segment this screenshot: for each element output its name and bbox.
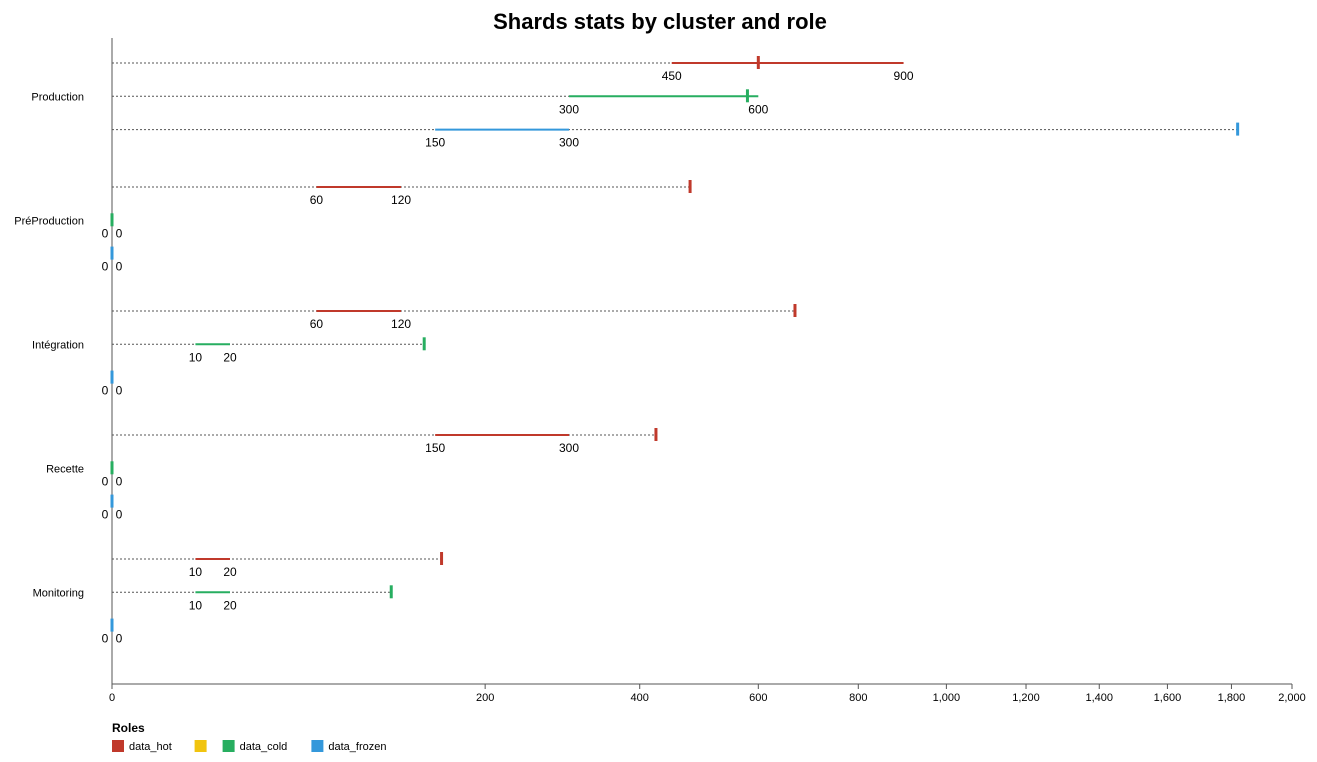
x-tick-label: 1,000 <box>933 692 961 704</box>
bullet-range-end-label: 20 <box>223 350 237 364</box>
x-tick-label: 800 <box>849 692 867 704</box>
bullet-value-marker <box>793 304 797 317</box>
bullet-value-marker <box>688 180 692 193</box>
x-tick-label: 200 <box>476 692 494 704</box>
x-tick-label: 1,400 <box>1085 692 1113 704</box>
bullet-value-marker <box>110 618 114 632</box>
legend-label: data_frozen <box>328 741 386 753</box>
bullet-range-end-label: 900 <box>894 69 914 83</box>
bullet-range-start-label: 150 <box>425 441 445 455</box>
legend-label: data_hot <box>129 741 172 753</box>
bullet-range-end-label: 300 <box>559 441 579 455</box>
legend-swatch <box>311 740 324 752</box>
bullet-value-marker <box>110 494 114 508</box>
bullet-range-start-label: 10 <box>189 598 203 612</box>
legend-swatch <box>112 740 124 752</box>
cluster-label: Recette <box>46 463 84 475</box>
bullet-range-end-label: 20 <box>223 565 237 579</box>
x-tick-label: 0 <box>109 692 115 704</box>
bullet-range-end-label: 300 <box>559 136 579 150</box>
bullet-range-end-label: 0 <box>116 632 123 646</box>
bullet-value-marker <box>654 428 658 441</box>
bullet-range-start-label: 60 <box>310 317 324 331</box>
bullet-value-marker <box>110 461 114 475</box>
bullet-range-start-label: 60 <box>310 193 324 207</box>
bullet-value-marker <box>110 370 114 384</box>
bullet-range-end-label: 20 <box>223 598 237 612</box>
bullet-range-start-label: 0 <box>102 632 109 646</box>
bullet-range-start-label: 0 <box>102 260 109 274</box>
bullet-value-marker <box>110 246 114 260</box>
plot-area: 0 200 400 600 800 1,000 1,200 1,400 1,600 1,800 2,… <box>14 38 1306 704</box>
x-tick-label: 400 <box>631 692 649 704</box>
bullet-range-end-label: 0 <box>116 474 123 488</box>
cluster-label: Intégration <box>32 339 84 351</box>
bullet-range-start-label: 0 <box>102 384 109 398</box>
bullet-range-start-label: 150 <box>425 136 445 150</box>
legend-title: Roles <box>112 721 145 735</box>
bullet-value-marker <box>1236 122 1240 136</box>
bullet-range-end-label: 120 <box>391 317 411 331</box>
x-tick-label: 1,600 <box>1154 692 1182 704</box>
bullet-range-start-label: 0 <box>102 226 109 240</box>
x-tick-label: 600 <box>749 692 767 704</box>
legend: Roles data_hot data_cold data_frozen <box>112 721 387 753</box>
legend-label: data_cold <box>240 741 288 753</box>
bullet-value-marker <box>756 56 760 69</box>
bullet-range-end-label: 0 <box>116 384 123 398</box>
cluster-label: Production <box>31 91 84 103</box>
bullet-range-end-label: 0 <box>116 226 123 240</box>
bullet-range-start-label: 10 <box>189 350 203 364</box>
bullet-value-marker <box>745 89 749 103</box>
cluster-label: Monitoring <box>33 587 84 599</box>
bullet-range-end-label: 0 <box>116 260 123 274</box>
bullet-range-start-label: 10 <box>189 565 203 579</box>
bullet-range-start-label: 450 <box>662 69 682 83</box>
bullet-value-marker <box>422 337 426 351</box>
chart-title: Shards stats by cluster and role <box>493 9 827 34</box>
bullet-range-end-label: 600 <box>748 102 768 116</box>
bullet-range-start-label: 300 <box>559 102 579 116</box>
bullet-range-start-label: 0 <box>102 508 109 522</box>
bullet-value-marker <box>110 213 114 227</box>
bullet-range-start-label: 0 <box>102 474 109 488</box>
x-tick-label: 1,200 <box>1012 692 1040 704</box>
bullet-range-end-label: 120 <box>391 193 411 207</box>
x-tick-label: 2,000 <box>1278 692 1306 704</box>
x-tick-label: 1,800 <box>1218 692 1246 704</box>
legend-swatch <box>222 740 235 752</box>
bullet-value-marker <box>389 585 393 599</box>
bullet-range-end-label: 0 <box>116 508 123 522</box>
cluster-label: PréProduction <box>14 215 84 227</box>
bullet-value-marker <box>440 552 444 565</box>
legend-swatch <box>194 740 207 752</box>
